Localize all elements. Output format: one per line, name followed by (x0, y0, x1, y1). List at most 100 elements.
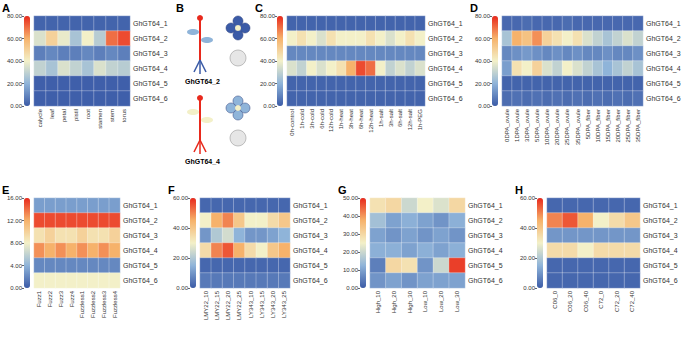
svg-text:LY343_25: LY343_25 (281, 290, 287, 318)
svg-text:3h-salt: 3h-salt (388, 109, 394, 127)
svg-text:80.00: 80.00 (475, 13, 491, 19)
svg-text:GhGT64_5: GhGT64_5 (468, 262, 503, 270)
svg-text:GhGT64_3: GhGT64_3 (646, 50, 681, 58)
svg-text:H: H (515, 184, 523, 196)
svg-text:8.00: 8.00 (10, 240, 22, 246)
svg-text:5DPA_fiber: 5DPA_fiber (585, 109, 591, 139)
svg-text:6h-heat: 6h-heat (358, 109, 364, 130)
svg-text:0h-control: 0h-control (289, 109, 295, 136)
svg-text:0.00: 0.00 (176, 285, 188, 291)
svg-text:GhGT64_4: GhGT64_4 (428, 65, 463, 73)
svg-text:Low_20: Low_20 (438, 290, 444, 312)
svg-text:D: D (470, 2, 478, 14)
svg-text:root: root (85, 109, 91, 120)
svg-text:40.00: 40.00 (520, 225, 536, 231)
svg-text:GhGT64_6: GhGT64_6 (123, 277, 158, 285)
svg-text:pistil: pistil (73, 109, 79, 121)
svg-text:GhGT64_3: GhGT64_3 (468, 232, 503, 240)
svg-text:F: F (168, 184, 175, 196)
svg-text:calycle: calycle (37, 108, 43, 127)
svg-text:GhGT64_3: GhGT64_3 (293, 232, 328, 240)
svg-text:petal: petal (61, 109, 67, 122)
svg-text:GhGT64_1: GhGT64_1 (293, 202, 328, 210)
svg-text:0.00: 0.00 (478, 103, 490, 109)
svg-text:0.00: 0.00 (263, 103, 275, 109)
svg-text:20.00: 20.00 (7, 81, 23, 87)
svg-text:GhGT64_3: GhGT64_3 (428, 50, 463, 58)
svg-text:G: G (338, 184, 347, 196)
svg-text:GhGT64_4: GhGT64_4 (185, 158, 220, 165)
svg-text:GhGT64_2: GhGT64_2 (643, 217, 678, 225)
svg-text:GhGT64_2: GhGT64_2 (468, 217, 503, 225)
svg-text:1h-PEG: 1h-PEG (417, 109, 423, 131)
svg-text:80.00: 80.00 (7, 13, 23, 19)
svg-text:GhGT64_6: GhGT64_6 (646, 95, 681, 103)
svg-text:6h-cold: 6h-cold (319, 109, 325, 129)
svg-text:GhGT64_4: GhGT64_4 (293, 247, 328, 255)
svg-text:GhGT64_5: GhGT64_5 (646, 80, 681, 88)
svg-text:3DPA_ovule: 3DPA_ovule (524, 108, 530, 142)
svg-text:40.00: 40.00 (260, 58, 276, 64)
svg-text:leaf: leaf (49, 109, 55, 119)
svg-text:C72_20: C72_20 (614, 290, 620, 312)
svg-text:35DPA_fiber: 35DPA_fiber (635, 109, 641, 143)
svg-text:20DPA_fiber: 20DPA_fiber (615, 109, 621, 143)
svg-text:Low_30: Low_30 (454, 290, 460, 312)
svg-text:GhGT64_3: GhGT64_3 (133, 50, 168, 58)
svg-text:25DPA_ovule: 25DPA_ovule (564, 108, 570, 145)
svg-text:C06_20: C06_20 (567, 290, 573, 312)
svg-text:Fuzz3: Fuzz3 (58, 290, 64, 307)
svg-text:Fuzz4: Fuzz4 (69, 290, 75, 307)
svg-text:LY343_10: LY343_10 (248, 290, 254, 318)
svg-text:GhGT64_4: GhGT64_4 (643, 247, 678, 255)
svg-text:GhGT64_5: GhGT64_5 (123, 262, 158, 270)
svg-text:0.00: 0.00 (10, 285, 22, 291)
svg-text:GhGT64_1: GhGT64_1 (428, 20, 463, 28)
svg-text:Fuzzless2: Fuzzless2 (90, 290, 96, 318)
svg-text:GhGT64_4: GhGT64_4 (646, 65, 681, 73)
svg-text:12.00: 12.00 (7, 218, 23, 224)
svg-text:GhGT64_2: GhGT64_2 (293, 217, 328, 225)
svg-text:40.00: 40.00 (7, 58, 23, 64)
svg-text:High_10: High_10 (375, 290, 381, 313)
svg-text:LY343_15: LY343_15 (259, 290, 265, 318)
svg-text:GhGT64_5: GhGT64_5 (133, 80, 168, 88)
svg-text:6h-salt: 6h-salt (397, 109, 403, 127)
svg-text:60.00: 60.00 (173, 195, 189, 201)
svg-text:80.00: 80.00 (260, 13, 276, 19)
svg-text:16.00: 16.00 (7, 195, 23, 201)
svg-text:GhGT64_6: GhGT64_6 (428, 95, 463, 103)
svg-text:C06_0: C06_0 (552, 290, 558, 308)
svg-text:High_20: High_20 (391, 290, 397, 313)
svg-text:12h-salt: 12h-salt (407, 109, 413, 131)
svg-text:C: C (255, 2, 263, 14)
svg-text:1h-salt: 1h-salt (378, 109, 384, 127)
svg-text:A: A (2, 2, 10, 14)
svg-text:1h-cold: 1h-cold (299, 109, 305, 129)
svg-text:0.00: 0.00 (346, 285, 358, 291)
svg-text:0DPA_ovule: 0DPA_ovule (504, 108, 510, 142)
svg-text:15DPA_fiber: 15DPA_fiber (605, 109, 611, 143)
svg-text:GhGT64_5: GhGT64_5 (293, 262, 328, 270)
svg-text:B: B (176, 2, 184, 14)
svg-text:10DPA_ovule: 10DPA_ovule (544, 108, 550, 145)
svg-text:30.00: 30.00 (343, 231, 359, 237)
svg-text:20.00: 20.00 (520, 255, 536, 261)
svg-text:GhGT64_2: GhGT64_2 (123, 217, 158, 225)
svg-text:3h-heat: 3h-heat (348, 109, 354, 130)
svg-text:GhGT64_2: GhGT64_2 (646, 35, 681, 43)
svg-text:GhGT64_6: GhGT64_6 (133, 95, 168, 103)
svg-text:Fuzz2: Fuzz2 (47, 290, 53, 307)
svg-text:stamen: stamen (97, 109, 103, 129)
svg-text:GhGT64_1: GhGT64_1 (646, 20, 681, 28)
svg-text:5DPA_ovule: 5DPA_ovule (534, 108, 540, 142)
svg-text:0.00: 0.00 (523, 285, 535, 291)
svg-text:GhGT64_6: GhGT64_6 (468, 277, 503, 285)
svg-text:GhGT64_1: GhGT64_1 (133, 20, 168, 28)
svg-text:10.00: 10.00 (343, 267, 359, 273)
svg-text:E: E (2, 184, 9, 196)
svg-text:10DPA_fiber: 10DPA_fiber (595, 109, 601, 143)
svg-text:GhGT64_1: GhGT64_1 (643, 202, 678, 210)
svg-text:GhGT64_1: GhGT64_1 (468, 202, 503, 210)
svg-text:3h-cold: 3h-cold (309, 109, 315, 129)
